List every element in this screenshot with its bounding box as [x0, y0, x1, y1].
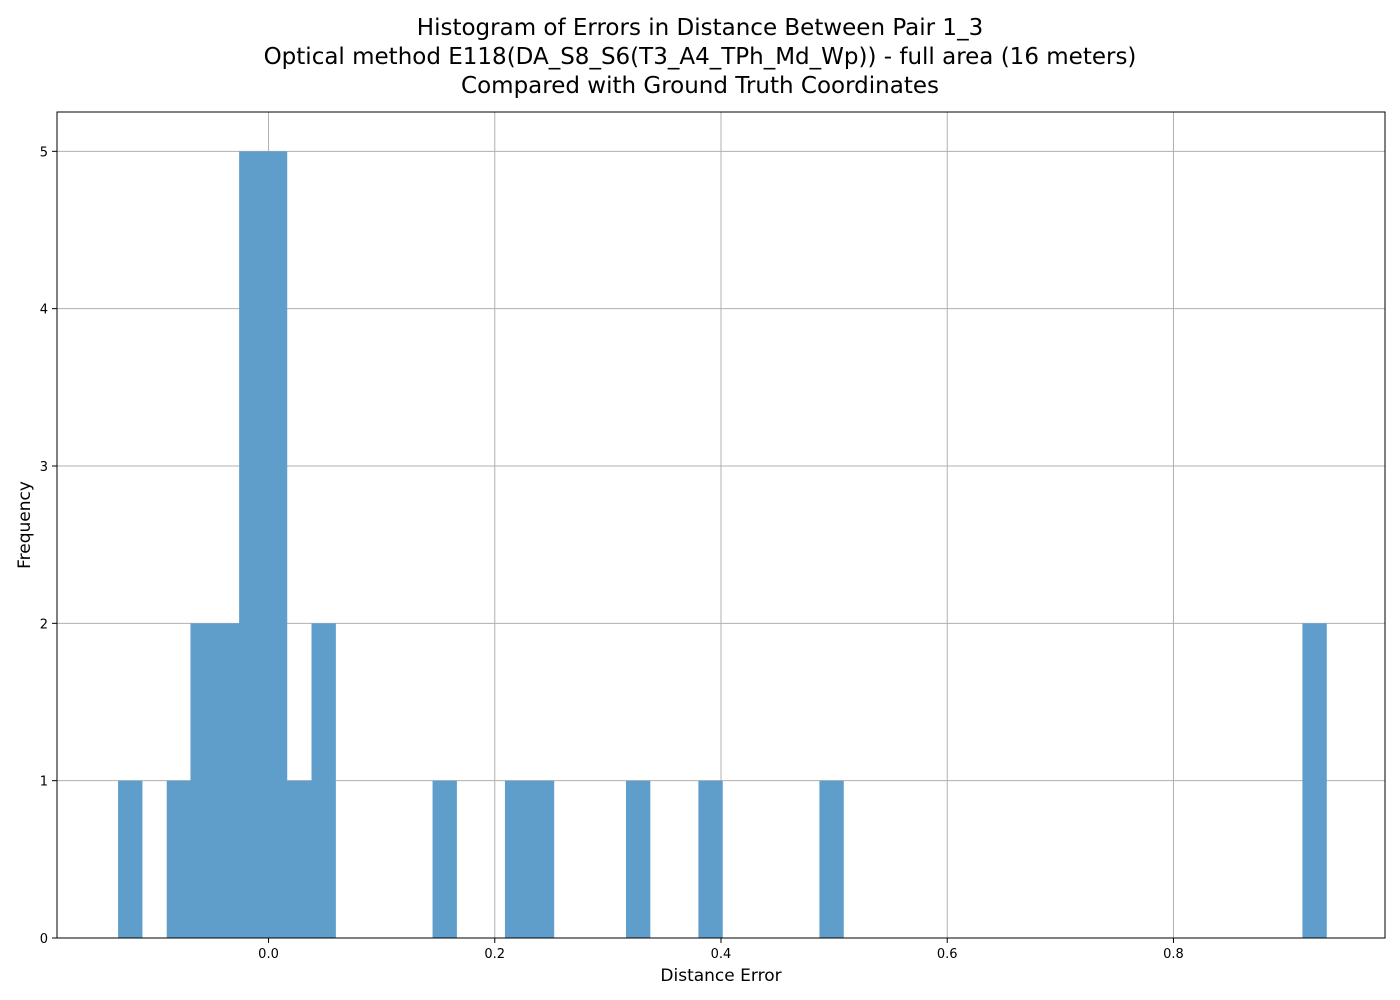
- histogram-bar: [504, 780, 530, 938]
- histogram-bar: [190, 623, 215, 938]
- histogram-bars: [118, 151, 1327, 939]
- histogram-bar: [311, 623, 336, 938]
- histogram-bar: [286, 780, 313, 938]
- x-axis-ticks: 0.0 0.2 0.4 0.6 0.8: [258, 938, 1184, 962]
- x-tick-label: 0.8: [1163, 947, 1184, 962]
- y-tick-label: 4: [40, 303, 48, 318]
- histogram-bar: [262, 151, 288, 939]
- x-tick-label: 0.6: [937, 947, 958, 962]
- histogram-bar: [528, 780, 555, 938]
- histogram-bar: [819, 780, 844, 938]
- x-tick-label: 0.2: [484, 947, 505, 962]
- histogram-bar: [1302, 623, 1327, 938]
- histogram-bar: [118, 780, 143, 938]
- chart-title-line-2: Optical method E118(DA_S8_S6(T3_A4_TPh_M…: [263, 44, 1137, 70]
- histogram-bar: [432, 780, 457, 938]
- histogram-bar: [625, 780, 651, 938]
- x-tick-label: 0.0: [258, 947, 279, 962]
- histogram-bar: [166, 780, 192, 938]
- chart-title-line-3: Compared with Ground Truth Coordinates: [461, 73, 939, 99]
- chart-title-line-1: Histogram of Errors in Distance Between …: [416, 15, 984, 41]
- histogram-bar: [698, 780, 723, 938]
- y-tick-label: 1: [40, 775, 48, 790]
- x-tick-label: 0.4: [711, 947, 732, 962]
- chart-title: Histogram of Errors in Distance Between …: [0, 14, 1400, 101]
- y-tick-label: 3: [40, 460, 48, 475]
- y-tick-label: 0: [40, 932, 48, 947]
- histogram-bar: [214, 623, 240, 938]
- histogram-bar: [239, 151, 264, 939]
- y-axis-label: Frequency: [15, 481, 35, 569]
- y-axis-ticks: 0 1 2 3 4 5: [40, 145, 57, 947]
- x-axis-label: Distance Error: [660, 966, 781, 986]
- y-tick-label: 5: [40, 145, 48, 160]
- y-tick-label: 2: [40, 617, 48, 632]
